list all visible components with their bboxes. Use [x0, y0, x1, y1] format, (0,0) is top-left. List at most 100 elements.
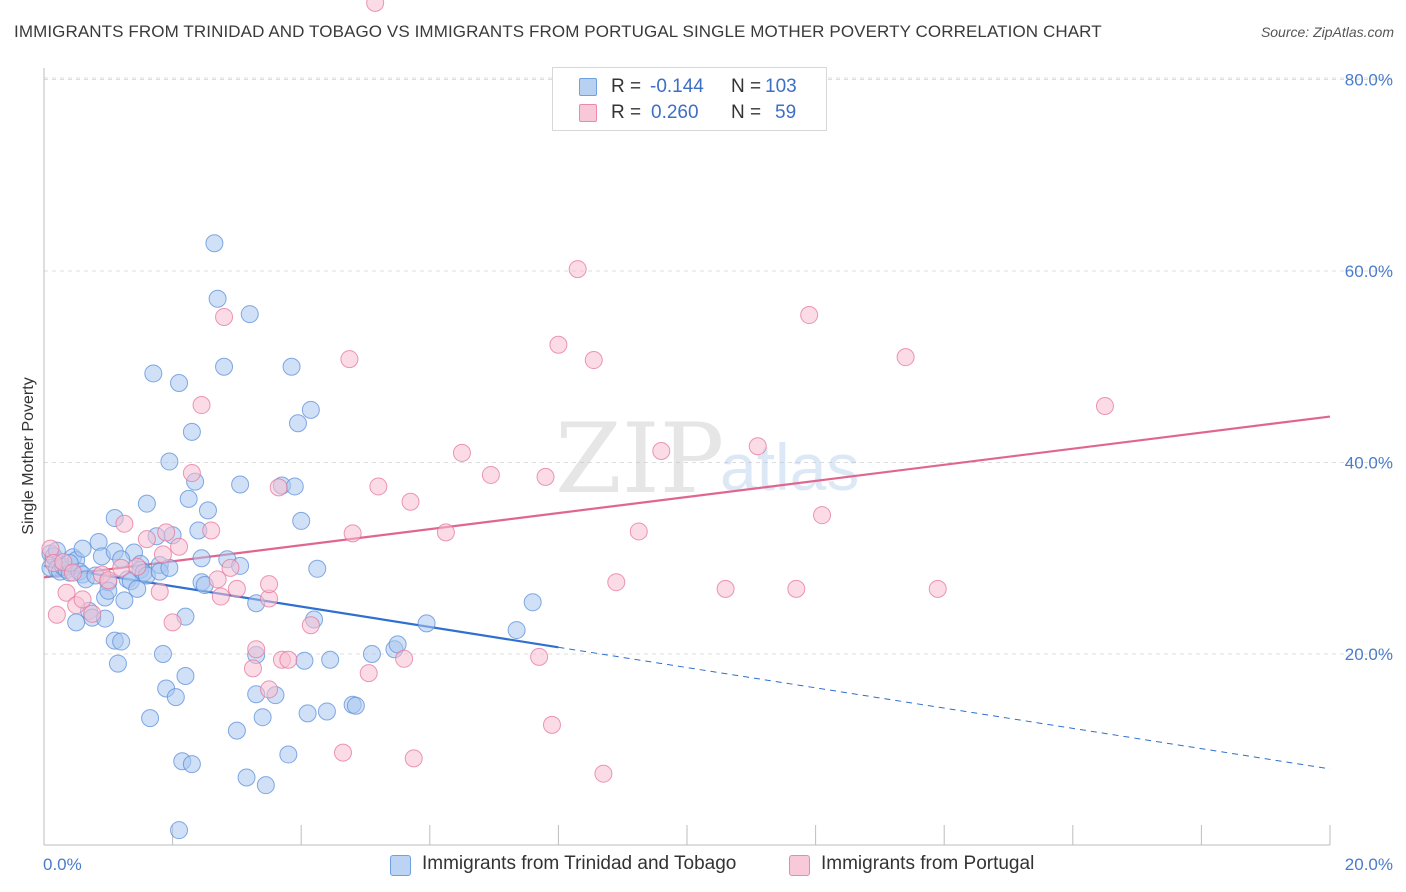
- source-label: Source: ZipAtlas.com: [1260, 24, 1394, 40]
- point-trinidad: [237, 768, 256, 787]
- axis-labels: 20.0% 40.0% 60.0% 80.0% 0.0% 20.0% Single Moth…: [20, 71, 1393, 875]
- point-trinidad: [507, 621, 526, 640]
- point-portugal: [536, 467, 555, 486]
- point-portugal: [182, 464, 201, 483]
- point-portugal: [227, 579, 246, 598]
- point-trinidad: [282, 357, 301, 376]
- watermark-zip: ZIP: [555, 403, 724, 515]
- point-portugal: [366, 0, 385, 12]
- point-trinidad: [73, 539, 92, 558]
- point-trinidad: [317, 702, 336, 721]
- point-portugal: [112, 558, 131, 577]
- legend-label-portugal: Immigrants from Portugal: [821, 853, 1035, 874]
- point-trinidad: [288, 414, 307, 433]
- legend-n-label: N =: [731, 102, 762, 123]
- point-trinidad: [112, 632, 131, 651]
- legend-n-value: 59: [775, 102, 797, 123]
- legend-row-portugal: R = 0.260 N = 59: [553, 101, 826, 125]
- point-trinidad: [240, 305, 259, 324]
- point-trinidad: [253, 708, 272, 727]
- point-portugal: [192, 396, 211, 415]
- watermark-atlas: atlas: [720, 430, 859, 504]
- point-portugal: [436, 523, 455, 542]
- point-trinidad: [137, 494, 156, 513]
- point-trinidad: [166, 688, 185, 707]
- point-portugal: [401, 492, 420, 511]
- point-trinidad: [523, 593, 542, 612]
- point-trinidad: [256, 776, 275, 795]
- legend-r-value: -0.144: [650, 76, 704, 97]
- point-portugal: [221, 558, 240, 577]
- point-portugal: [530, 647, 549, 666]
- point-trinidad: [170, 821, 189, 840]
- point-portugal: [243, 659, 262, 678]
- series-trinidad: [41, 234, 542, 840]
- point-portugal: [369, 477, 388, 496]
- point-portugal: [481, 465, 500, 484]
- point-portugal: [928, 579, 947, 598]
- point-portugal: [716, 579, 735, 598]
- point-portugal: [215, 307, 234, 326]
- point-trinidad: [128, 579, 147, 598]
- point-portugal: [157, 523, 176, 542]
- point-portugal: [163, 613, 182, 632]
- point-portugal: [279, 650, 298, 669]
- trend-line-portugal: [43, 415, 1331, 579]
- point-trinidad: [205, 234, 224, 253]
- point-trinidad: [346, 696, 365, 715]
- point-trinidad: [292, 511, 311, 530]
- trend-line-trinidad-extension: [558, 646, 1331, 770]
- legend-n-label: N =: [731, 76, 762, 97]
- point-trinidad: [279, 745, 298, 764]
- point-trinidad: [170, 374, 189, 393]
- point-trinidad: [160, 452, 179, 471]
- point-trinidad: [295, 651, 314, 670]
- axes: [43, 68, 1331, 846]
- point-trinidad: [108, 654, 127, 673]
- point-portugal: [57, 583, 76, 602]
- point-portugal: [652, 442, 671, 461]
- point-portugal: [340, 350, 359, 369]
- point-trinidad: [208, 289, 227, 308]
- legend-r-value: 0.260: [651, 102, 699, 123]
- point-trinidad: [301, 400, 320, 419]
- series-portugal: [41, 0, 1114, 783]
- point-portugal: [813, 506, 832, 525]
- point-portugal: [896, 348, 915, 367]
- point-portugal: [549, 335, 568, 354]
- point-trinidad: [144, 364, 163, 383]
- point-trinidad: [298, 704, 317, 723]
- point-trinidad: [321, 650, 340, 669]
- point-portugal: [208, 570, 227, 589]
- point-trinidad: [308, 559, 327, 578]
- point-portugal: [404, 749, 423, 768]
- point-portugal: [359, 664, 378, 683]
- point-portugal: [99, 571, 118, 590]
- point-portugal: [83, 604, 102, 623]
- point-portugal: [47, 605, 66, 624]
- point-trinidad: [192, 549, 211, 568]
- point-portugal: [1095, 397, 1114, 416]
- point-trinidad: [285, 477, 304, 496]
- point-portugal: [333, 743, 352, 762]
- point-portugal: [452, 443, 471, 462]
- point-portugal: [128, 557, 147, 576]
- y-tick-label: 60.0%: [1345, 262, 1393, 281]
- point-portugal: [73, 590, 92, 609]
- point-portugal: [170, 537, 189, 556]
- point-portugal: [150, 582, 169, 601]
- data-points: [41, 0, 1114, 840]
- point-portugal: [260, 680, 279, 699]
- legend-swatch-portugal: [789, 855, 810, 876]
- point-trinidad: [231, 475, 250, 494]
- point-portugal: [395, 649, 414, 668]
- point-portugal: [63, 563, 82, 582]
- legend-swatch-trinidad: [579, 78, 597, 96]
- point-portugal: [594, 764, 613, 783]
- chart-title: IMMIGRANTS FROM TRINIDAD AND TOBAGO VS I…: [14, 22, 1102, 41]
- point-portugal: [247, 640, 266, 659]
- legend-swatch-trinidad: [390, 855, 411, 876]
- legend-r-label: R =: [611, 76, 642, 97]
- x-tick-label: 20.0%: [1345, 855, 1393, 874]
